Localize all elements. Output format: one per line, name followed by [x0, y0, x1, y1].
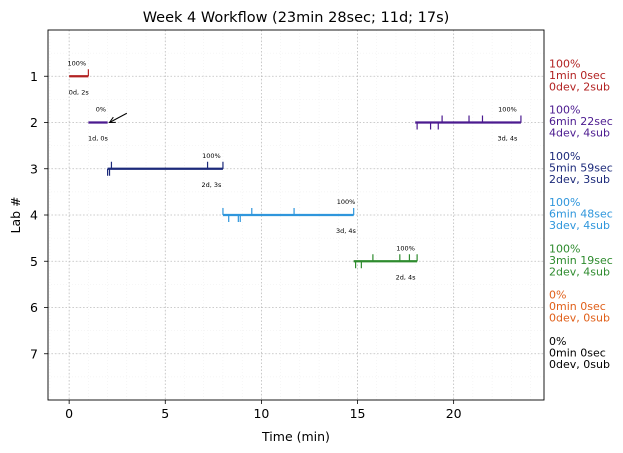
lab-summary-line: 2dev, 3sub — [549, 173, 610, 186]
annotations: 100% 0d, 2s 0% 1d, 0s 100% 3d, 4s 100% 2d, 3s 10… — [68, 59, 519, 281]
y-tick-label: 3 — [30, 161, 38, 176]
lab-summary-line: 3dev, 4sub — [549, 219, 610, 232]
y-tick-label: 4 — [30, 208, 38, 223]
x-tick-label: 10 — [253, 406, 269, 421]
annotation-arrow — [110, 112, 128, 122]
x-axis-label: Time (min) — [261, 429, 330, 444]
lab-summary-line: 0dev, 2sub — [549, 80, 610, 93]
bar-percent-label: 100% — [396, 244, 415, 252]
y-axis-label: Lab # — [8, 196, 23, 233]
lab-summary-line: 0% — [549, 335, 566, 348]
lab-summary-line: 100% — [549, 196, 580, 209]
x-tick-label: 5 — [161, 406, 169, 421]
lab-summary-line: 1min 0sec — [549, 69, 606, 82]
y-tick-label: 2 — [30, 115, 38, 130]
lab-bars — [69, 69, 522, 269]
chart-title: Week 4 Workflow (23min 28sec; 11d; 17s) — [143, 10, 450, 26]
x-tick-label: 0 — [65, 406, 73, 421]
x-tick-label: 15 — [350, 406, 366, 421]
lab-summary-line: 0dev, 0sub — [549, 312, 610, 325]
lab-summary-line: 100% — [549, 150, 580, 163]
bar-count-label: 3d, 4s — [498, 135, 519, 143]
bar-count-label: 0d, 2s — [69, 88, 90, 96]
lab-summary-line: 4dev, 4sub — [549, 127, 610, 140]
lab-summary-line: 100% — [549, 242, 580, 255]
y-tick-label: 6 — [30, 300, 38, 315]
lab-summary-line: 100% — [549, 104, 580, 117]
bar-count-label: 2d, 3s — [201, 181, 222, 189]
lab-summary-line: 100% — [549, 57, 580, 70]
bar-percent-label: 100% — [202, 152, 221, 160]
y-tick-label: 5 — [30, 254, 38, 269]
lab-summary-line: 3min 19sec — [549, 254, 613, 267]
y-tick-label: 1 — [30, 69, 38, 84]
lab-summary-line: 5min 59sec — [549, 161, 613, 174]
lab-summary-line: 0dev, 0sub — [549, 358, 610, 371]
bar-percent-label: 100% — [337, 198, 356, 206]
lab-summary-line: 0min 0sec — [549, 300, 606, 313]
bar-count-label: 3d, 4s — [336, 227, 357, 235]
y-axis-ticks: 1 2 3 4 5 6 7 — [30, 69, 48, 361]
lab-summary-line: 6min 48sec — [549, 208, 613, 221]
bar-count-label: 2d, 4s — [396, 273, 417, 281]
y-tick-label: 7 — [30, 346, 38, 361]
lab-summary-line: 0% — [549, 289, 566, 302]
bar-percent-label: 0% — [96, 106, 106, 114]
lab-summary-line: 0min 0sec — [549, 346, 606, 359]
bar-percent-label: 100% — [68, 59, 87, 67]
lab-summary-line: 6min 22sec — [549, 115, 613, 128]
bar-percent-label: 100% — [498, 106, 517, 114]
x-axis-ticks: 0 5 10 15 20 — [65, 400, 462, 421]
lab-summary-line: 2dev, 4sub — [549, 265, 610, 278]
x-tick-label: 20 — [446, 406, 462, 421]
bar-count-label: 1d, 0s — [88, 135, 109, 143]
